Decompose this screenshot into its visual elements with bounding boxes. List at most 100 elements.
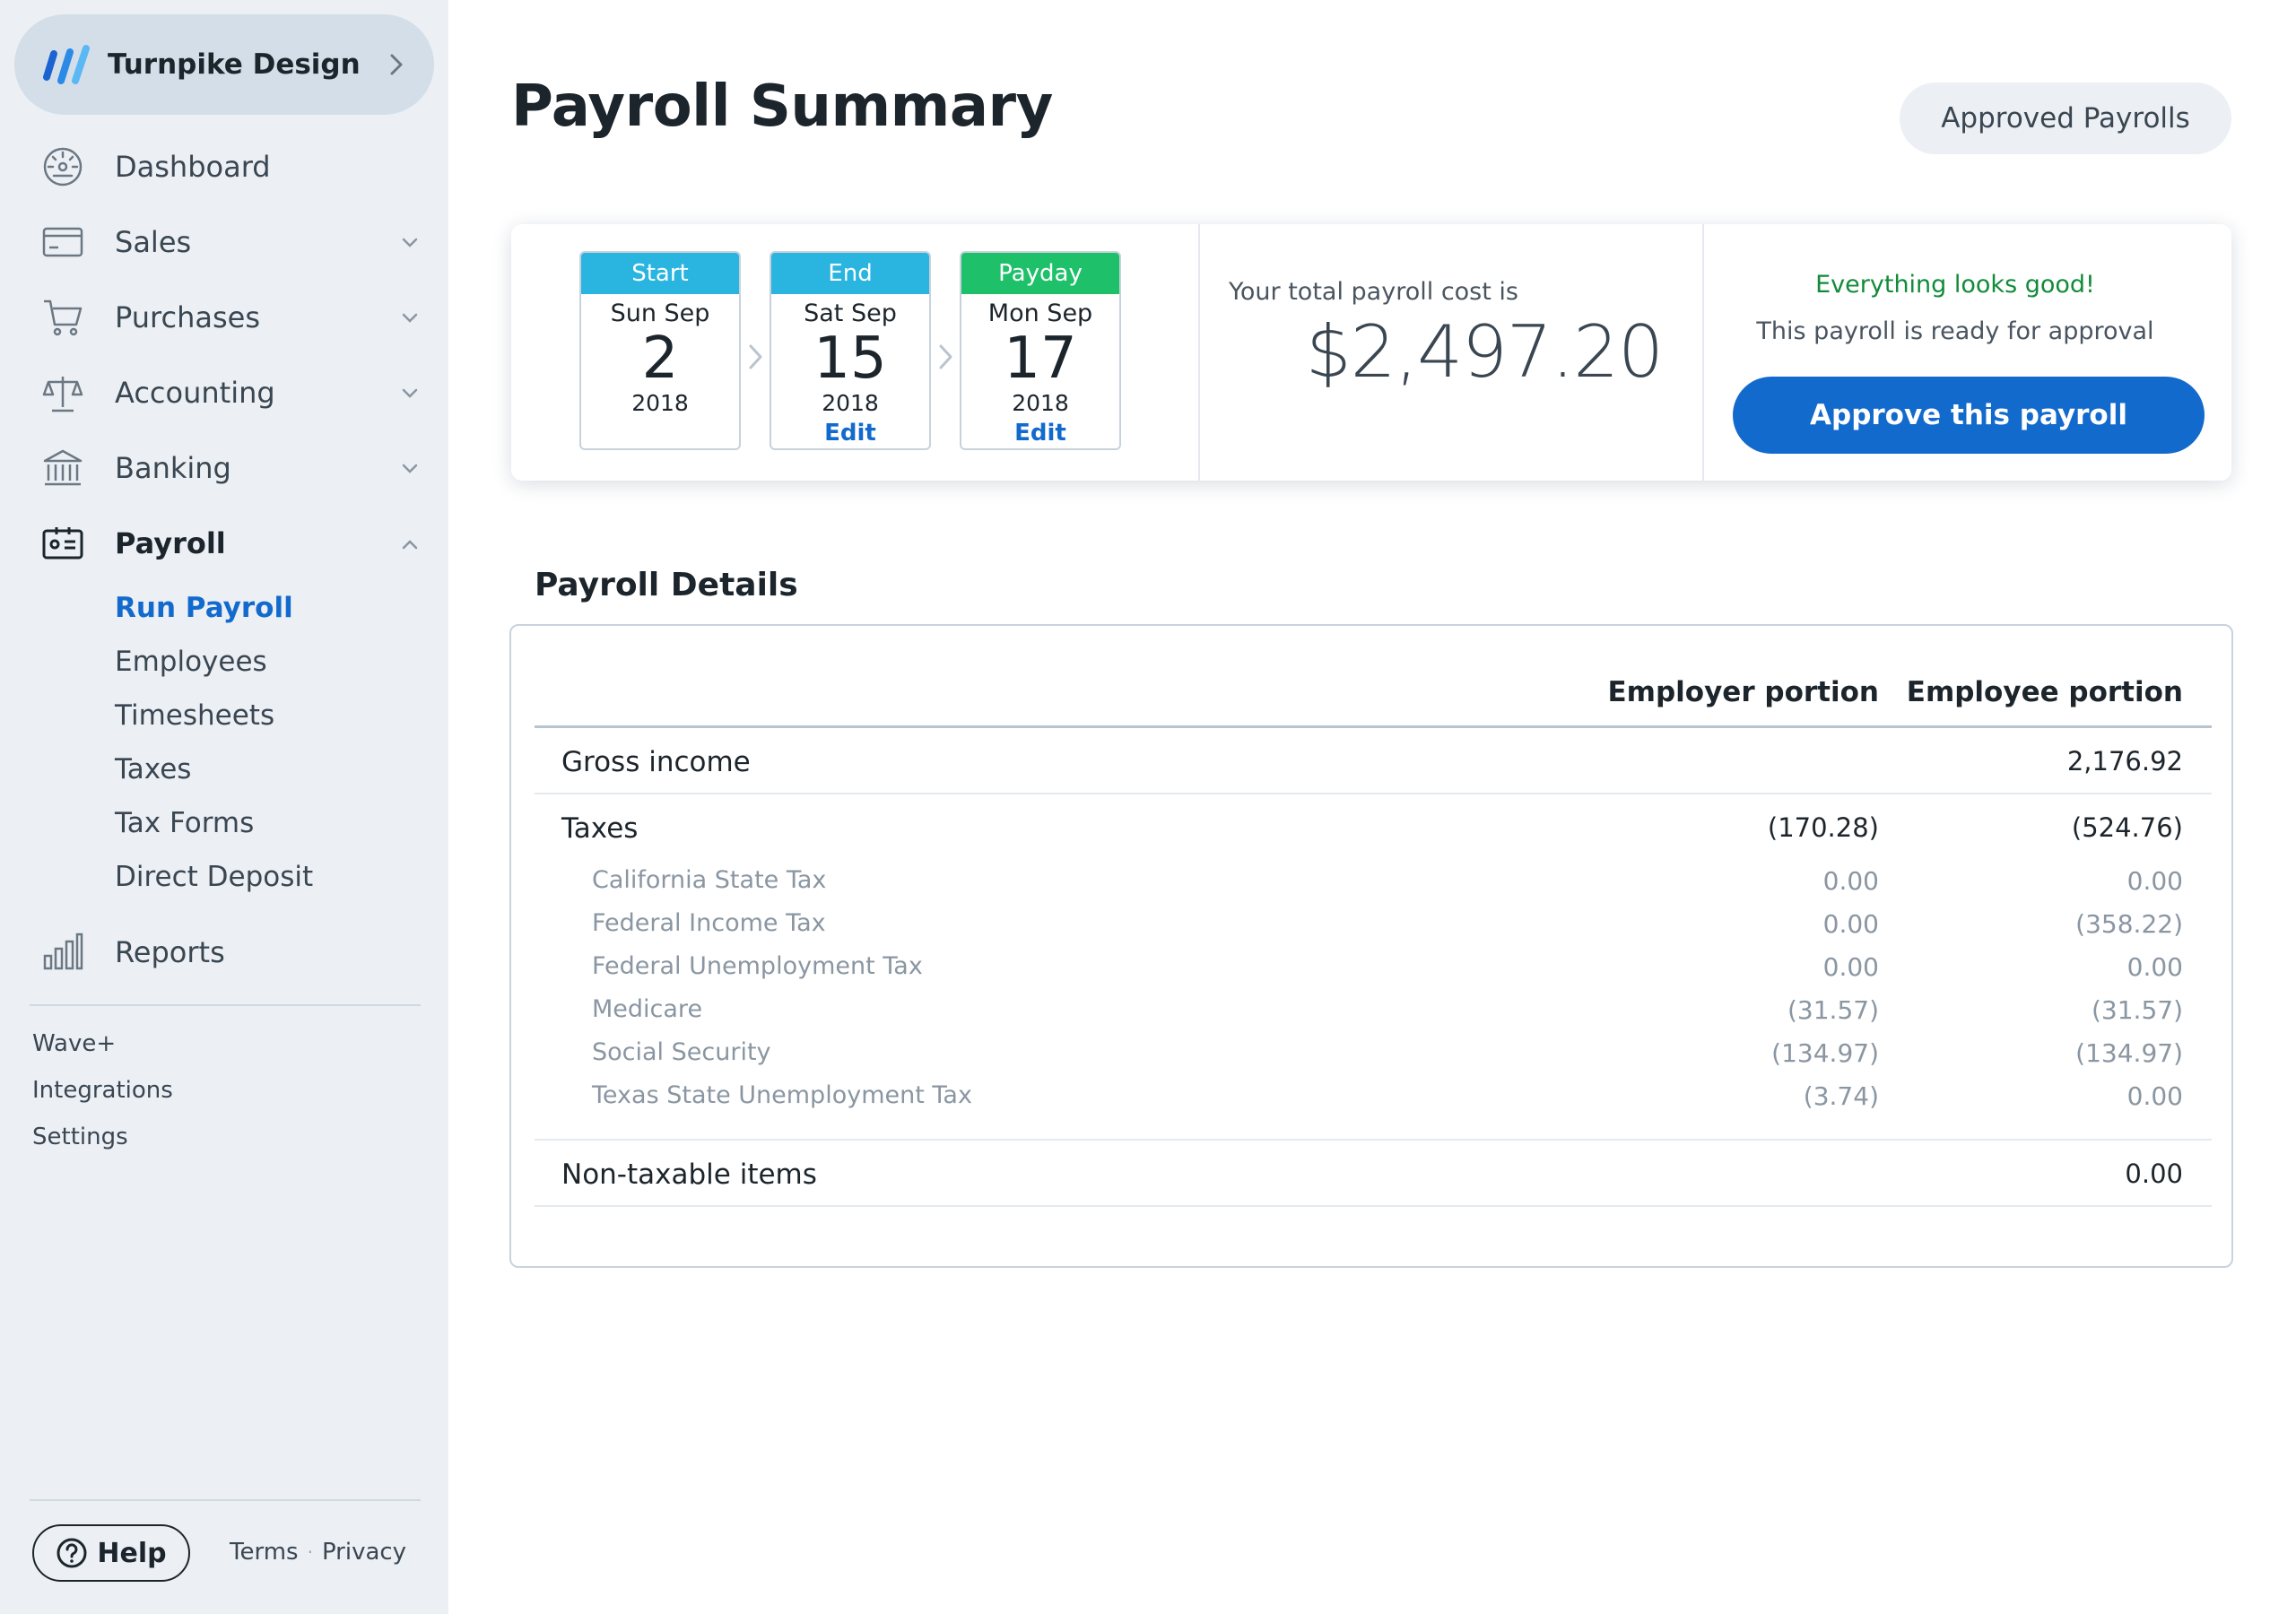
- payday-date-box: Payday Mon Sep 17 2018 Edit: [960, 251, 1121, 450]
- privacy-link[interactable]: Privacy: [321, 1539, 407, 1566]
- tax-line-row: Federal Income Tax 0.00 (358.22): [535, 904, 2212, 947]
- taxes-section: Taxes (170.28) (524.76) California State…: [535, 794, 2212, 1141]
- table-header: Employer portion Employee portion: [535, 626, 2212, 728]
- start-date-year: 2018: [631, 390, 689, 416]
- non-taxable-row: Non-taxable items 0.00: [535, 1141, 2212, 1207]
- gross-income-row: Gross income 2,176.92: [535, 728, 2212, 794]
- payday-date-header: Payday: [961, 253, 1119, 294]
- card-divider: [1198, 224, 1200, 481]
- subnav-employees[interactable]: Employees: [115, 646, 267, 678]
- business-name: Turnpike Design: [108, 48, 361, 81]
- payday-date-dow: Mon Sep: [987, 299, 1093, 327]
- sidebar: Turnpike Design Dashboard Sales: [0, 0, 448, 1614]
- nav-banking-label: Banking: [115, 451, 231, 485]
- tax-line-label: Federal Income Tax: [592, 909, 826, 937]
- total-cost-label: Your total payroll cost is: [1229, 278, 1518, 306]
- tax-line-label: Medicare: [592, 995, 703, 1023]
- nav-payroll[interactable]: Payroll: [0, 506, 448, 581]
- bank-icon: [43, 449, 83, 486]
- payday-date-day: 17: [1004, 325, 1077, 392]
- employer-value: (134.97): [1771, 1038, 1879, 1068]
- employer-value: 0.00: [1822, 866, 1879, 896]
- help-icon: [57, 1538, 87, 1568]
- tax-line-row: Medicare (31.57) (31.57): [535, 990, 2212, 1033]
- sidebar-divider: [30, 1499, 421, 1501]
- card-divider: [1702, 224, 1704, 481]
- employee-value: 2,176.92: [2066, 746, 2183, 777]
- payroll-details-title: Payroll Details: [535, 567, 798, 603]
- link-wave-plus[interactable]: Wave+: [32, 1030, 117, 1057]
- tax-line-row: Texas State Unemployment Tax (3.74) 0.00: [535, 1076, 2212, 1119]
- chevron-right-icon: [749, 344, 762, 369]
- nav-purchases[interactable]: Purchases: [0, 280, 448, 355]
- approval-status: Everything looks good!: [1815, 271, 2095, 299]
- nav-dashboard[interactable]: Dashboard: [0, 129, 448, 204]
- tax-line-label: Texas State Unemployment Tax: [592, 1081, 972, 1109]
- footer-links: Terms · Privacy: [230, 1539, 406, 1566]
- edit-end-date-link[interactable]: Edit: [824, 420, 876, 447]
- start-date-day: 2: [641, 325, 679, 392]
- subnav-direct-deposit[interactable]: Direct Deposit: [115, 861, 314, 893]
- employee-portion-header: Employee portion: [1906, 676, 2183, 708]
- wave-logo-icon: [43, 45, 90, 84]
- employer-value: (3.74): [1803, 1081, 1879, 1111]
- taxes-row: Taxes (170.28) (524.76): [535, 794, 2212, 861]
- help-label: Help: [97, 1537, 167, 1569]
- employee-value: 0.00: [2126, 1081, 2183, 1111]
- nav-banking[interactable]: Banking: [0, 430, 448, 506]
- approved-payrolls-button[interactable]: Approved Payrolls: [1900, 82, 2231, 154]
- payroll-subnav: Run Payroll Employees Timesheets Taxes T…: [0, 581, 448, 904]
- row-label: Non-taxable items: [561, 1158, 817, 1191]
- employee-value: (358.22): [2075, 909, 2183, 939]
- sales-icon: [42, 227, 83, 257]
- link-settings[interactable]: Settings: [32, 1124, 128, 1150]
- payroll-details-table: Employer portion Employee portion Gross …: [535, 626, 2212, 1207]
- link-integrations[interactable]: Integrations: [32, 1077, 173, 1104]
- tax-line-row: Federal Unemployment Tax 0.00 0.00: [535, 947, 2212, 990]
- tax-line-label: California State Tax: [592, 866, 827, 894]
- edit-payday-link[interactable]: Edit: [1014, 420, 1066, 447]
- tax-line-row: Social Security (134.97) (134.97): [535, 1033, 2212, 1076]
- tax-line-row: California State Tax 0.00 0.00: [535, 861, 2212, 904]
- employer-value: 0.00: [1822, 952, 1879, 982]
- payroll-icon: [42, 527, 83, 560]
- business-switcher[interactable]: Turnpike Design: [14, 14, 434, 115]
- nav-accounting[interactable]: Accounting: [0, 355, 448, 430]
- employee-value: (31.57): [2091, 995, 2183, 1025]
- chevron-down-icon: [402, 388, 418, 398]
- chevron-down-icon: [402, 464, 418, 473]
- nav-reports[interactable]: Reports: [0, 915, 448, 990]
- total-cost-value: $2,497.20: [1305, 310, 1664, 394]
- employee-value: 0.00: [2126, 952, 2183, 982]
- chevron-right-icon: [939, 344, 952, 369]
- chevron-right-icon: [390, 54, 403, 75]
- end-date-year: 2018: [822, 390, 879, 416]
- cart-icon: [44, 299, 83, 336]
- approve-payroll-button[interactable]: Approve this payroll: [1733, 377, 2205, 454]
- page-title: Payroll Summary: [511, 74, 1053, 140]
- bar-chart-icon: [43, 933, 83, 970]
- subnav-tax-forms[interactable]: Tax Forms: [115, 807, 255, 839]
- employee-value: (134.97): [2075, 1038, 2183, 1068]
- subnav-timesheets[interactable]: Timesheets: [115, 699, 275, 732]
- approval-message: This payroll is ready for approval: [1756, 317, 2154, 345]
- terms-link[interactable]: Terms: [230, 1539, 299, 1566]
- employer-value: (31.57): [1787, 995, 1879, 1025]
- chevron-down-icon: [402, 313, 418, 323]
- nav-accounting-label: Accounting: [115, 376, 275, 410]
- start-date-header: Start: [581, 253, 739, 294]
- employer-value: 0.00: [1822, 909, 1879, 939]
- end-date-dow: Sat Sep: [804, 299, 897, 327]
- tax-line-label: Social Security: [592, 1038, 771, 1066]
- nav-purchases-label: Purchases: [115, 300, 260, 334]
- main-nav: Dashboard Sales Purchases Accounting: [0, 129, 448, 990]
- employee-value: 0.00: [2125, 1158, 2183, 1189]
- subnav-run-payroll[interactable]: Run Payroll: [115, 592, 293, 624]
- start-date-dow: Sun Sep: [610, 299, 710, 327]
- help-button[interactable]: Help: [32, 1524, 190, 1582]
- sidebar-divider: [30, 1004, 421, 1006]
- start-date-box: Start Sun Sep 2 2018: [579, 251, 741, 450]
- nav-sales[interactable]: Sales: [0, 204, 448, 280]
- payroll-details-card: Employer portion Employee portion Gross …: [509, 624, 2233, 1268]
- subnav-taxes[interactable]: Taxes: [115, 753, 192, 785]
